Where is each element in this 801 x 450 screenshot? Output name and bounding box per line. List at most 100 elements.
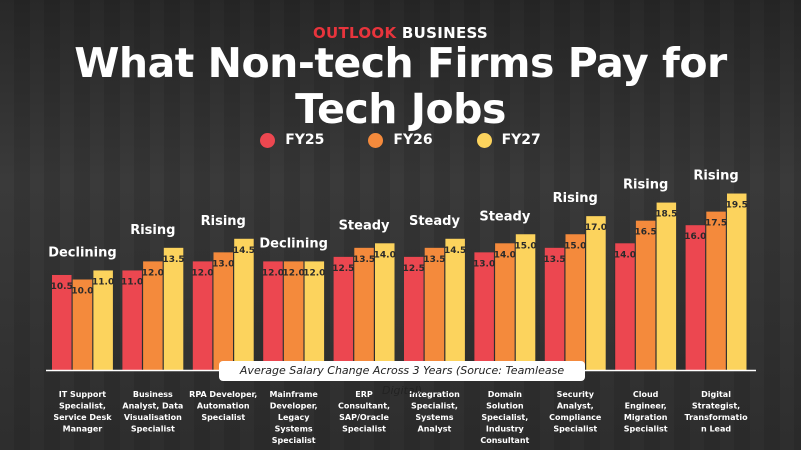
bar-value-label: 12.5 xyxy=(403,264,425,274)
category-label: Specialist xyxy=(201,413,245,422)
category-label: Systems xyxy=(415,413,453,422)
category-label: n Lead xyxy=(701,425,731,434)
category-label: RPA Developer, xyxy=(189,390,257,399)
trend-label: Declining xyxy=(48,245,117,260)
bar-fy26 xyxy=(635,220,656,370)
bar-fy25 xyxy=(263,261,283,370)
bar-value-label: 12.0 xyxy=(191,268,213,278)
category-label: Integration xyxy=(409,390,460,399)
bar-fy25 xyxy=(615,243,635,370)
category-label: Developer, xyxy=(270,402,318,411)
bar-fy26 xyxy=(213,252,233,370)
bar-value-label: 13.0 xyxy=(473,259,495,269)
bar-value-label: 12.0 xyxy=(262,268,284,278)
bar-fy26 xyxy=(565,234,585,370)
bar-value-label: 14.5 xyxy=(233,246,255,256)
category-label: Business xyxy=(133,390,173,399)
bar-fy27 xyxy=(163,247,184,370)
bar-fy27 xyxy=(234,238,254,370)
bar-value-label: 16.0 xyxy=(684,232,706,242)
bar-fy26 xyxy=(283,261,304,370)
bar-value-label: 11.0 xyxy=(92,277,114,287)
page-title: What Non-tech Firms Pay for Tech Jobs xyxy=(0,40,801,132)
trend-label: Steady xyxy=(479,209,530,224)
category-label: Specialist xyxy=(131,425,175,434)
bar-value-label: 14.0 xyxy=(614,250,636,260)
category-label: Specialist, xyxy=(59,402,106,411)
category-label: Automation xyxy=(197,402,250,411)
bar-value-label: 12.0 xyxy=(303,268,325,278)
legend-label-fy26: FY26 xyxy=(393,132,433,148)
bar-fy25 xyxy=(52,274,72,370)
category-label: Transformatio xyxy=(684,413,748,422)
bar-fy26 xyxy=(354,247,374,370)
category-label: Engineer, xyxy=(625,402,667,411)
category-label: Service Desk xyxy=(53,413,112,422)
category-label: Specialist xyxy=(342,425,386,434)
bar-value-label: 12.0 xyxy=(142,268,164,278)
category-label: ERP xyxy=(355,390,373,399)
category-label: SAP/Oracle xyxy=(339,413,389,422)
category-label: Analyst xyxy=(418,425,452,434)
category-label: Specialist xyxy=(272,436,316,445)
trend-label: Steady xyxy=(339,218,390,233)
bar-value-label: 17.0 xyxy=(585,223,607,233)
bar-fy27 xyxy=(375,243,395,370)
legend-dot-fy25 xyxy=(260,132,276,148)
title-line-1: What Non-tech Firms Pay for xyxy=(74,39,727,87)
bar-value-label: 14.0 xyxy=(374,250,396,260)
category-label: Domain xyxy=(488,390,523,399)
bar-value-label: 18.5 xyxy=(655,210,677,220)
title-line-2: Tech Jobs xyxy=(295,85,506,133)
bar-fy27 xyxy=(515,234,536,370)
legend-dot-fy27 xyxy=(476,132,492,148)
bar-value-label: 19.5 xyxy=(726,201,748,211)
bar-fy27 xyxy=(93,270,113,370)
category-label: Industry xyxy=(486,425,525,434)
legend-dot-fy26 xyxy=(368,132,384,148)
category-label: Migration xyxy=(624,413,668,422)
bar-fy26 xyxy=(495,243,515,370)
trend-label: Rising xyxy=(201,214,246,229)
bar-fy25 xyxy=(685,225,706,370)
bar-fy27 xyxy=(445,238,465,370)
legend-item-fy26: FY26 xyxy=(368,132,433,148)
legend-label-fy25: FY25 xyxy=(285,132,325,148)
bar-value-label: 13.0 xyxy=(212,259,234,269)
bar-fy27 xyxy=(656,202,677,370)
category-label: Manager xyxy=(63,425,103,434)
category-label: Systems xyxy=(275,425,313,434)
brand-logo: OUTLOOK BUSINESS xyxy=(312,24,489,42)
bar-value-label: 15.0 xyxy=(514,241,536,251)
category-label: Cloud xyxy=(633,390,659,399)
category-label: Consultant, xyxy=(338,402,390,411)
bar-value-label: 13.5 xyxy=(353,255,375,265)
bar-value-label: 14.5 xyxy=(444,246,466,256)
category-label: Strategist, xyxy=(692,402,740,411)
bar-fy25 xyxy=(333,256,354,370)
bar-value-label: 12.5 xyxy=(332,264,354,274)
category-label: Digital xyxy=(701,390,731,399)
category-label: Consultant xyxy=(480,436,529,445)
bar-value-label: 17.5 xyxy=(705,219,727,229)
category-label: Specialist, xyxy=(481,413,528,422)
bar-value-label: 13.5 xyxy=(423,255,445,265)
bar-fy26 xyxy=(143,261,163,370)
category-label: Specialist xyxy=(553,425,597,434)
bar-fy25 xyxy=(404,256,424,370)
chart-note: Average Salary Change Across 3 Years (So… xyxy=(219,361,585,397)
category-label: Compliance xyxy=(549,413,602,422)
bar-fy25 xyxy=(192,261,213,370)
bar-value-label: 14.0 xyxy=(494,250,516,260)
bar-value-label: 12.0 xyxy=(283,268,305,278)
bar-value-label: 10.5 xyxy=(51,282,73,292)
bar-value-label: 16.5 xyxy=(635,228,657,238)
bar-fy26 xyxy=(72,279,93,370)
category-label: Mainframe xyxy=(269,390,318,399)
category-label: Legacy xyxy=(278,413,310,422)
trend-label: Rising xyxy=(553,191,598,206)
bar-fy27 xyxy=(304,261,325,370)
chart-legend: FY25 FY26 FY27 xyxy=(0,132,801,148)
category-label: Visualisation xyxy=(124,413,182,422)
